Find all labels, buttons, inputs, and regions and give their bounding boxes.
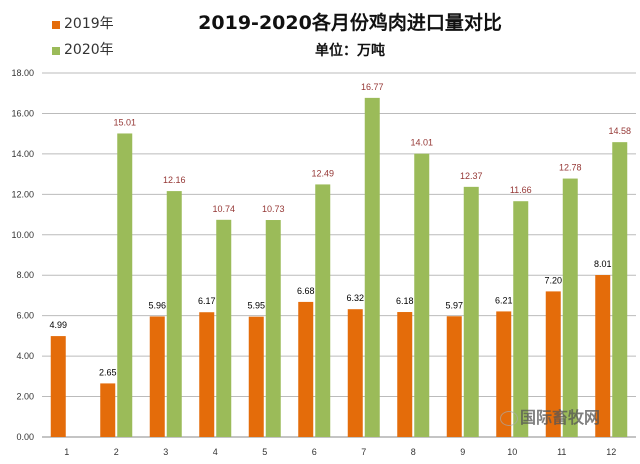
bar-2019年-5 xyxy=(248,316,264,437)
data-label: 11.66 xyxy=(510,185,532,195)
x-tick-label: 12 xyxy=(606,447,616,457)
data-label: 14.58 xyxy=(608,126,631,136)
data-label: 16.77 xyxy=(361,82,384,92)
data-label: 6.18 xyxy=(396,296,414,306)
bar-2019年-10 xyxy=(496,311,512,437)
x-tick-label: 1 xyxy=(64,447,69,457)
legend-swatch-2019 xyxy=(52,20,60,29)
legend-swatch-2020 xyxy=(52,46,60,55)
chart-title: 2019-2020各月份鸡肉进口量对比 xyxy=(198,12,502,34)
bar-2019年-8 xyxy=(397,312,413,437)
y-tick-label: 12.00 xyxy=(11,189,34,199)
data-label: 5.97 xyxy=(445,300,463,310)
legend-label-2020: 2020年 xyxy=(64,42,114,58)
watermark: 国际畜牧网 xyxy=(520,408,601,427)
legend-item-2019: 2019年 xyxy=(52,16,114,33)
y-tick-label: 16.00 xyxy=(11,108,34,118)
bar-2020年-9 xyxy=(463,186,479,437)
data-label: 10.73 xyxy=(262,204,285,214)
bar-2020年-5 xyxy=(265,220,281,437)
y-tick-label: 10.00 xyxy=(11,230,34,240)
x-tick-label: 11 xyxy=(557,447,566,457)
data-label: 12.49 xyxy=(311,168,334,178)
x-tick-label: 2 xyxy=(114,447,119,457)
data-label: 4.99 xyxy=(49,320,67,330)
x-tick-label: 7 xyxy=(361,447,366,457)
data-label: 10.74 xyxy=(212,204,235,214)
y-tick-label: 0.00 xyxy=(16,432,34,442)
data-label: 7.20 xyxy=(544,275,562,285)
bar-2019年-4 xyxy=(199,312,215,437)
data-label: 8.01 xyxy=(594,259,612,269)
x-tick-label: 6 xyxy=(312,447,317,457)
bar-2019年-7 xyxy=(347,309,363,437)
data-label: 6.17 xyxy=(198,296,216,306)
data-label: 12.78 xyxy=(559,163,582,173)
bar-2020年-7 xyxy=(364,97,380,437)
bar-2019年-9 xyxy=(446,316,462,437)
y-tick-label: 6.00 xyxy=(16,311,34,321)
bar-2019年-11 xyxy=(545,291,561,437)
y-tick-label: 4.00 xyxy=(16,351,34,361)
data-label: 5.95 xyxy=(247,301,265,311)
bar-2019年-2 xyxy=(100,383,116,437)
data-label: 14.01 xyxy=(410,138,433,148)
chart-subtitle: 单位：万吨 xyxy=(315,43,385,59)
bar-2019年-1 xyxy=(50,336,66,437)
data-label: 6.32 xyxy=(346,293,364,303)
x-tick-label: 10 xyxy=(507,447,517,457)
data-label: 6.21 xyxy=(495,295,513,305)
bar-2020年-12 xyxy=(612,142,628,437)
x-tick-label: 5 xyxy=(262,447,267,457)
bar-2020年-11 xyxy=(562,178,578,437)
x-tick-label: 9 xyxy=(460,447,465,457)
data-label: 6.68 xyxy=(297,286,315,296)
bar-2019年-6 xyxy=(298,301,314,437)
x-tick-label: 3 xyxy=(163,447,168,457)
data-label: 12.37 xyxy=(460,171,483,181)
x-tick-label: 8 xyxy=(411,447,416,457)
y-tick-label: 14.00 xyxy=(11,149,34,159)
data-label: 12.16 xyxy=(163,175,186,185)
bar-2020年-2 xyxy=(117,133,133,437)
legend-item-2020: 2020年 xyxy=(52,42,114,59)
bar-2020年-8 xyxy=(414,153,430,438)
bar-2019年-12 xyxy=(595,275,611,437)
bar-2019年-3 xyxy=(149,316,165,437)
data-label: 2.65 xyxy=(99,367,117,377)
y-tick-label: 8.00 xyxy=(16,270,34,280)
data-label: 15.01 xyxy=(113,117,136,127)
bar-2020年-3 xyxy=(166,191,182,437)
data-label: 5.96 xyxy=(148,300,166,310)
bar-2020年-4 xyxy=(216,219,232,437)
y-tick-label: 18.00 xyxy=(11,68,34,78)
wechat-icon xyxy=(500,411,518,426)
bar-2020年-10 xyxy=(513,201,529,437)
x-tick-label: 4 xyxy=(213,447,218,457)
y-tick-label: 2.00 xyxy=(16,392,34,402)
legend-label-2019: 2019年 xyxy=(64,16,114,32)
bar-2020年-6 xyxy=(315,184,331,437)
